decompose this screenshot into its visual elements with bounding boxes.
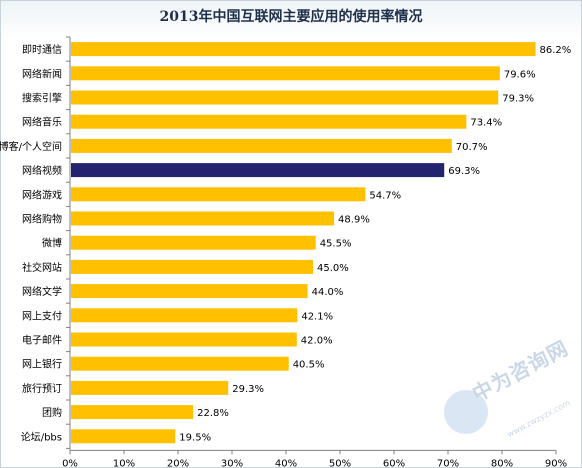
data-label: 79.3% bbox=[502, 94, 534, 105]
bar bbox=[71, 308, 298, 323]
data-label: 70.7% bbox=[456, 142, 488, 153]
category-label: 网络游戏 bbox=[22, 188, 62, 201]
x-tick-label: 60% bbox=[383, 458, 405, 468]
x-tick-label: 40% bbox=[275, 458, 297, 468]
category-label: 网络购物 bbox=[22, 213, 62, 226]
data-label: 79.6% bbox=[504, 69, 536, 80]
category-label: 搜索引擎 bbox=[22, 92, 62, 105]
x-tick-label: 50% bbox=[329, 458, 351, 468]
bar bbox=[71, 380, 229, 395]
watermark-circle bbox=[444, 390, 488, 434]
category-label: 网络视频 bbox=[22, 164, 62, 177]
data-label: 29.3% bbox=[232, 384, 264, 395]
data-label: 45.0% bbox=[317, 263, 349, 274]
bar bbox=[71, 211, 335, 226]
data-label: 69.3% bbox=[448, 166, 480, 177]
category-label: 网上银行 bbox=[22, 358, 62, 371]
watermark-logo: 中为咨询网 www.zwzyzx.com bbox=[440, 336, 575, 462]
bar bbox=[71, 90, 499, 105]
category-label: 电子邮件 bbox=[22, 334, 62, 347]
category-label: 网络文学 bbox=[22, 285, 62, 298]
bar bbox=[71, 42, 536, 57]
data-label: 42.1% bbox=[301, 311, 333, 322]
x-tick-label: 30% bbox=[221, 458, 243, 468]
x-tick-label: 90% bbox=[545, 458, 567, 468]
category-label: 即时通信 bbox=[22, 44, 62, 56]
data-label: 22.8% bbox=[197, 408, 229, 419]
category-label: 团购 bbox=[42, 406, 62, 419]
category-label: 网上支付 bbox=[22, 309, 62, 322]
category-label: 网络新闻 bbox=[22, 67, 62, 80]
x-tick-label: 0% bbox=[62, 458, 78, 468]
bar bbox=[71, 405, 194, 420]
category-label: 网络音乐 bbox=[22, 116, 62, 129]
category-label: 社交网站 bbox=[22, 261, 62, 274]
bar bbox=[71, 284, 308, 299]
bar bbox=[71, 332, 297, 347]
bar bbox=[71, 138, 452, 153]
bar bbox=[71, 66, 500, 81]
category-label: 微博 bbox=[42, 237, 62, 250]
bar bbox=[71, 356, 289, 371]
watermark-url: www.zwzyzx.com bbox=[505, 398, 572, 439]
bar bbox=[71, 235, 316, 250]
data-label: 54.7% bbox=[369, 190, 401, 201]
bar bbox=[71, 259, 313, 274]
bar bbox=[71, 429, 176, 444]
x-tick-label: 70% bbox=[437, 458, 459, 468]
x-tick-label: 10% bbox=[113, 458, 135, 468]
data-label: 73.4% bbox=[470, 118, 502, 129]
category-label: 博客/个人空间 bbox=[0, 140, 62, 153]
data-label: 86.2% bbox=[539, 45, 571, 56]
category-label: 论坛/bbs bbox=[21, 430, 62, 443]
x-tick-label: 80% bbox=[491, 458, 513, 468]
data-label: 44.0% bbox=[312, 287, 344, 298]
data-label: 19.5% bbox=[179, 432, 211, 443]
x-tick-label: 20% bbox=[167, 458, 189, 468]
bar bbox=[71, 187, 366, 202]
chart-title: 2013年中国互联网主要应用的使用率情况 bbox=[159, 9, 423, 25]
data-label: 48.9% bbox=[338, 215, 370, 226]
bar bbox=[71, 114, 467, 129]
bar bbox=[71, 163, 445, 178]
category-label: 旅行预订 bbox=[22, 382, 62, 395]
data-label: 40.5% bbox=[293, 360, 325, 371]
data-label: 42.0% bbox=[301, 336, 333, 347]
data-label: 45.5% bbox=[320, 239, 352, 250]
